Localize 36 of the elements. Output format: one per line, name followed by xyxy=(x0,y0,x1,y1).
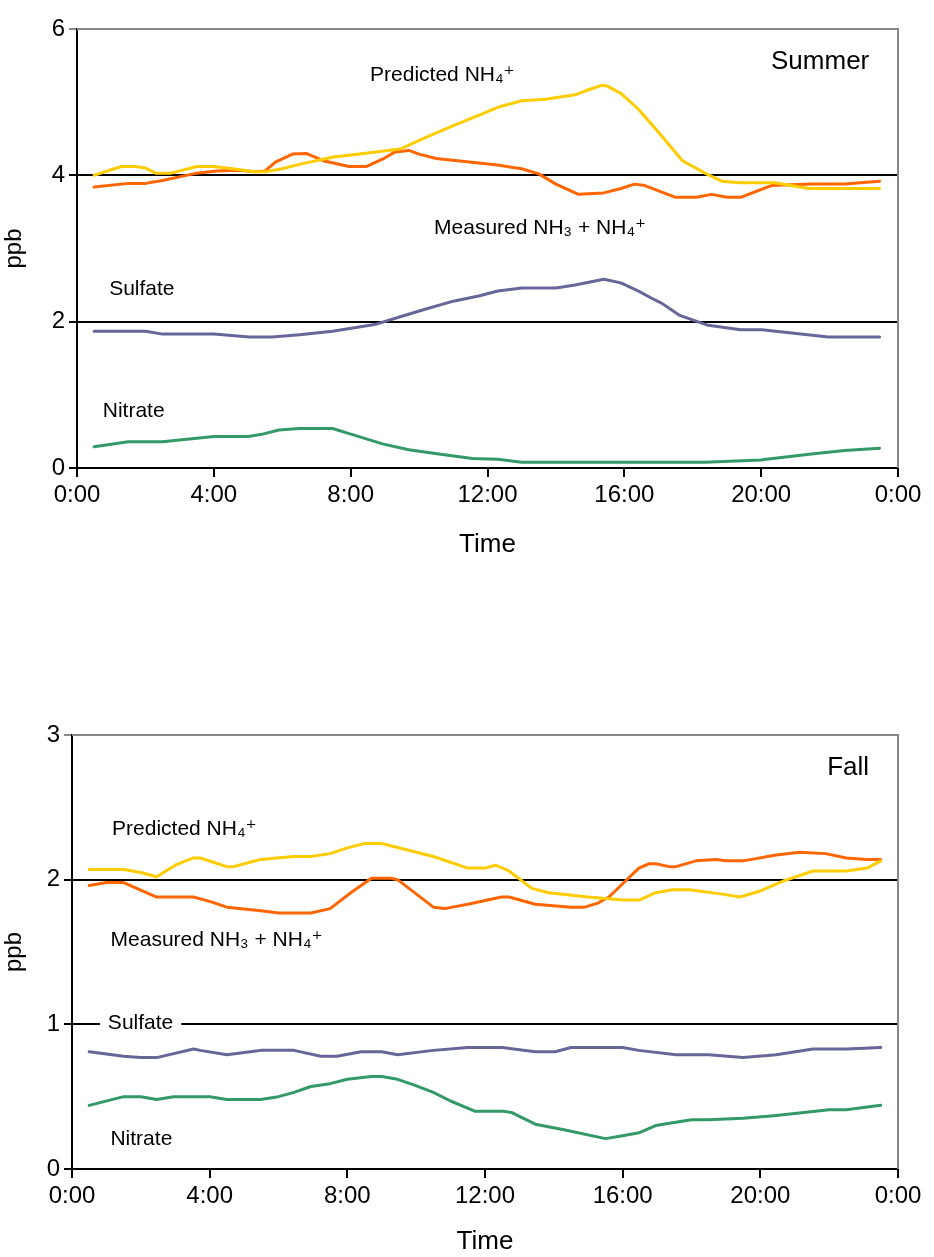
series-label: Measured NH₃ + NH₄⁺ xyxy=(434,214,647,238)
x-tick-label: 12:00 xyxy=(454,1181,516,1209)
y-tick-label: 0 xyxy=(46,1153,60,1181)
series-label: Nitrate xyxy=(102,398,165,422)
x-tick-label: 0:00 xyxy=(874,480,922,508)
x-tick-label: 20:00 xyxy=(730,1181,791,1209)
y-tick-label: 6 xyxy=(51,13,65,41)
x-tick-label: 20:00 xyxy=(731,480,792,508)
y-axis-title: ppb xyxy=(0,228,27,269)
x-tick-label: 4:00 xyxy=(190,480,238,508)
x-tick-label: 0:00 xyxy=(874,1181,922,1209)
y-tick-label: 2 xyxy=(46,864,60,892)
x-tick-label: 0:00 xyxy=(53,480,101,508)
text: Fall xyxy=(827,750,870,781)
x-axis-title: Time xyxy=(456,1224,514,1255)
y-axis-title: ppb xyxy=(0,931,27,973)
series-label: Nitrate xyxy=(110,1125,173,1149)
x-tick-label: 8:00 xyxy=(327,480,375,508)
y-tick-label: 4 xyxy=(51,159,65,187)
x-tick-label: 16:00 xyxy=(594,480,655,508)
y-tick-label: 2 xyxy=(51,306,65,334)
x-tick-label: 4:00 xyxy=(186,1181,234,1209)
series-label: Sulfate xyxy=(109,276,175,300)
x-tick-label: 16:00 xyxy=(592,1181,653,1209)
text: Summer xyxy=(771,45,870,76)
y-tick-label: 1 xyxy=(46,1008,60,1036)
series-label: Predicted NH₄⁺ xyxy=(370,62,515,86)
x-tick-label: 0:00 xyxy=(48,1181,96,1209)
x-axis-title: Time xyxy=(459,527,516,558)
series-label: Measured NH₃ + NH₄⁺ xyxy=(110,926,323,950)
y-tick-label: 0 xyxy=(51,452,65,480)
series-label: Predicted NH₄⁺ xyxy=(112,815,257,839)
x-tick-label: 8:00 xyxy=(323,1181,371,1209)
x-tick-label: 12:00 xyxy=(457,480,518,508)
y-tick-label: 3 xyxy=(46,719,60,747)
series-label: Sulfate xyxy=(107,1010,174,1034)
